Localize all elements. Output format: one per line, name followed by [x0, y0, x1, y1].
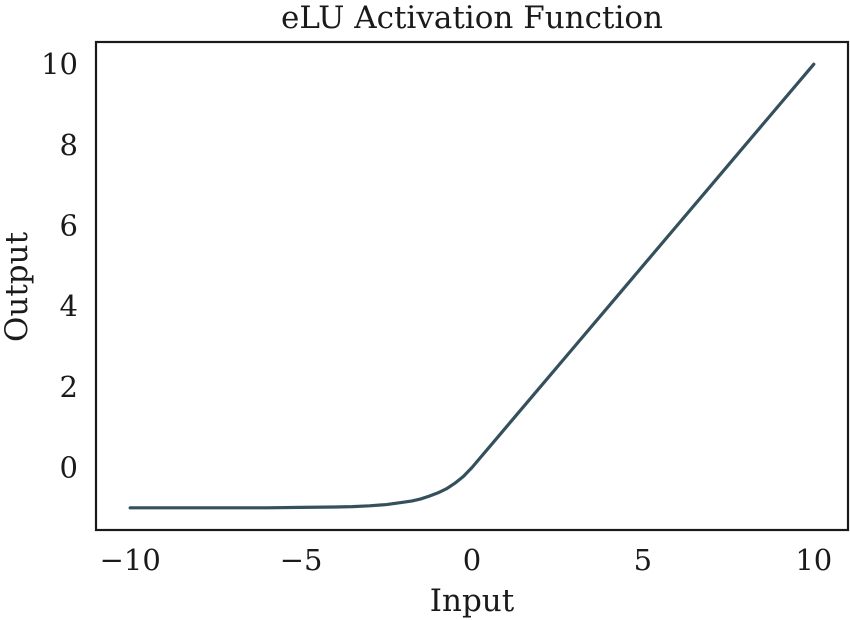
y-axis-label: Output [0, 231, 35, 342]
y-tick-label: 4 [60, 289, 78, 323]
x-tick-label: 10 [795, 543, 832, 577]
x-tick-label: −5 [280, 543, 323, 577]
x-tick-label: 5 [634, 543, 652, 577]
y-tick-label: 10 [41, 47, 78, 81]
chart-title: eLU Activation Function [281, 0, 663, 36]
y-tick-label: 8 [60, 128, 78, 162]
axis-ticks: −10 −5 0 5 10 0 2 4 6 8 10 [41, 47, 832, 577]
y-tick-label: 2 [60, 370, 78, 404]
plot-frame [94, 40, 850, 532]
x-tick-label: 0 [463, 543, 481, 577]
y-tick-label: 6 [60, 209, 78, 243]
x-axis-label: Input [430, 583, 515, 619]
x-tick-label: −10 [100, 543, 161, 577]
series-line-0 [128, 62, 816, 510]
plot-area [128, 62, 816, 510]
y-tick-label: 0 [60, 450, 78, 484]
